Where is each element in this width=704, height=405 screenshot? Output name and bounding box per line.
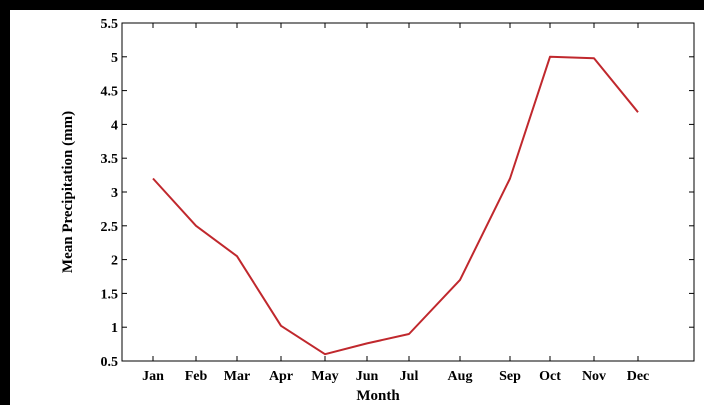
- y-tick-label: 0.5: [101, 355, 119, 370]
- x-tick-label: Dec: [627, 369, 650, 384]
- x-tick-label: Nov: [582, 369, 606, 384]
- y-tick-label: 4.5: [101, 85, 119, 100]
- x-tick-label: Jun: [356, 369, 379, 384]
- chart-frame: 0.5 1 1.5 2 2.5 3 3.5 4 4.5 5 5.5 Jan Feb Mar Apr May J…: [10, 10, 704, 405]
- y-tick-labels: 0.5 1 1.5 2 2.5 3 3.5 4 4.5 5 5.5: [101, 17, 119, 370]
- y-tick-label: 5.5: [101, 17, 119, 32]
- series-layer: [152, 55, 639, 356]
- y-tick-label: 1.5: [101, 287, 119, 302]
- y-tick-label: 1: [111, 321, 118, 336]
- x-tick-labels: Jan Feb Mar Apr May Jun Jul Aug Sep Oct Nov Dec: [142, 369, 649, 384]
- plot-frame: [121, 22, 695, 362]
- x-tick-label: Jan: [142, 369, 164, 384]
- tick-marks: [122, 22, 694, 362]
- x-tick-label: Feb: [185, 369, 208, 384]
- x-tick-label: Aug: [448, 369, 473, 384]
- x-axis-label: Month: [356, 388, 400, 404]
- x-tick-label: Apr: [269, 369, 293, 384]
- precipitation-line-chart: 0.511.522.533.544.555.5 Jan Feb Mar Apr May J…: [60, 17, 695, 404]
- y-tick-label: 4: [111, 118, 118, 133]
- x-tick-label: Oct: [539, 369, 561, 384]
- y-tick-label: 2.5: [101, 220, 119, 235]
- y-tick-label: 2: [111, 254, 118, 269]
- x-tick-label: Jul: [400, 369, 419, 384]
- plot-area: [121, 22, 695, 362]
- series-line: [152, 55, 639, 356]
- x-tick-label: Sep: [499, 369, 521, 384]
- y-tick-label: 3.5: [101, 152, 119, 167]
- x-tick-label: May: [311, 369, 338, 384]
- y-tick-label: 5: [111, 51, 118, 66]
- y-axis-label: Mean Precipitation (mm): [60, 111, 76, 273]
- y-tick-label: 3: [111, 186, 118, 201]
- x-tick-label: Mar: [224, 369, 250, 384]
